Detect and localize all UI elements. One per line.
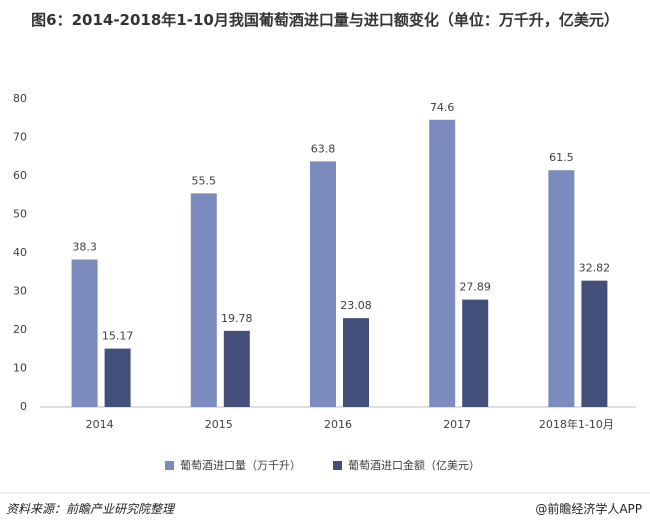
bar: [462, 299, 489, 407]
legend-swatch: [165, 461, 174, 470]
y-tick-label: 60: [13, 169, 27, 182]
bar: [310, 161, 336, 407]
x-tick-label: 2015: [205, 418, 233, 431]
x-tick-label: 2017: [443, 418, 471, 431]
y-tick-label: 30: [13, 285, 27, 298]
bar: [343, 318, 369, 407]
y-tick-label: 70: [13, 131, 27, 144]
bar: [223, 330, 250, 407]
y-tick-label: 50: [13, 208, 27, 221]
x-tick-label: 2016: [324, 418, 352, 431]
source-note: 资料来源：前瞻产业研究院整理: [6, 502, 175, 516]
y-tick-label: 10: [13, 362, 27, 375]
legend-label: 葡萄酒进口量（万千升）: [180, 459, 301, 472]
legend-label: 葡萄酒进口金额（亿美元）: [348, 458, 480, 472]
y-tick-label: 40: [13, 246, 27, 259]
value-label: 74.6: [430, 101, 455, 114]
value-label: 61.5: [549, 151, 574, 164]
value-label: 27.89: [459, 281, 491, 294]
y-tick-label: 0: [20, 400, 27, 413]
bar: [190, 193, 217, 407]
value-label: 23.08: [340, 299, 372, 312]
bar: [104, 348, 131, 407]
value-label: 38.3: [72, 241, 97, 254]
chart-title: 图6：2014-2018年1-10月我国葡萄酒进口量与进口额变化（单位：万千升，…: [31, 11, 619, 29]
bar: [548, 170, 575, 407]
legend-swatch: [333, 461, 342, 470]
x-tick-label: 2014: [86, 418, 114, 431]
value-label: 32.82: [579, 262, 611, 275]
value-label: 63.8: [311, 142, 336, 155]
x-tick-label: 2018年1-10月: [539, 417, 614, 431]
y-tick-label: 20: [13, 323, 27, 336]
y-tick-label: 80: [13, 92, 27, 105]
value-label: 15.17: [102, 330, 134, 343]
bar: [71, 259, 98, 407]
value-label: 19.78: [221, 312, 253, 325]
brand-note: @前瞻经济学人APP: [535, 502, 642, 516]
bar: [429, 119, 456, 407]
bar: [581, 280, 608, 407]
value-label: 55.5: [192, 174, 217, 187]
